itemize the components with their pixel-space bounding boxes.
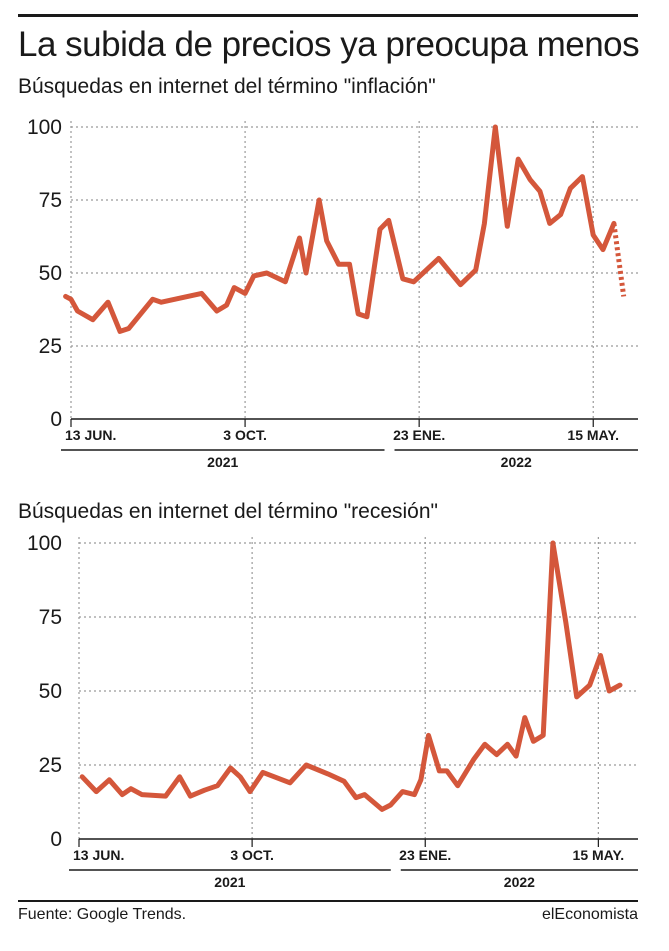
year-label: 2022 [504,874,535,890]
y-tick-label: 25 [39,335,62,358]
year-label: 2021 [214,874,245,890]
x-tick-label: 13 JUN. [73,847,124,863]
series-line-projection [611,223,627,297]
chart-inflacion: 0 25 50 75 100 13 JUN. 3 OCT. 23 ENE. 15 MAY. 202… [27,116,638,470]
y-tick-label: 0 [50,408,62,431]
y-tick-label: 50 [39,262,62,285]
x-tick-label: 3 OCT. [230,847,274,863]
y-tick-label: 75 [39,189,62,212]
y-tick-label: 0 [50,828,62,851]
y-tick-label: 75 [39,606,62,629]
year-label: 2022 [501,454,532,470]
series-line [63,124,617,334]
chart-recesion-subtitle: Búsquedas en internet del término "reces… [18,500,438,523]
y-tick-label: 25 [39,754,62,777]
brand-logo: elEconomista [541,906,638,923]
y-tick-label: 50 [39,680,62,703]
x-tick-label: 23 ENE. [393,427,445,443]
x-tick-label: 15 MAY. [573,847,625,863]
year-label: 2021 [207,454,238,470]
source-note: Fuente: Google Trends. [18,906,187,923]
x-tick-label: 3 OCT. [223,427,267,443]
x-tick-label: 15 MAY. [567,427,619,443]
y-tick-label: 100 [27,532,62,555]
y-tick-label: 100 [27,116,62,139]
page-title: La subida de precios ya preocupa menos [18,25,640,64]
x-tick-label: 13 JUN. [65,427,116,443]
footer-rule [18,900,638,902]
chart-inflacion-subtitle: Búsquedas en internet del término "infla… [18,75,436,98]
x-tick-label: 23 ENE. [399,847,451,863]
series-line [79,540,623,812]
chart-recesion: 0 25 50 75 100 13 JUN. 3 OCT. 23 ENE. 15 MAY. 202… [27,532,638,890]
top-rule [18,14,638,17]
